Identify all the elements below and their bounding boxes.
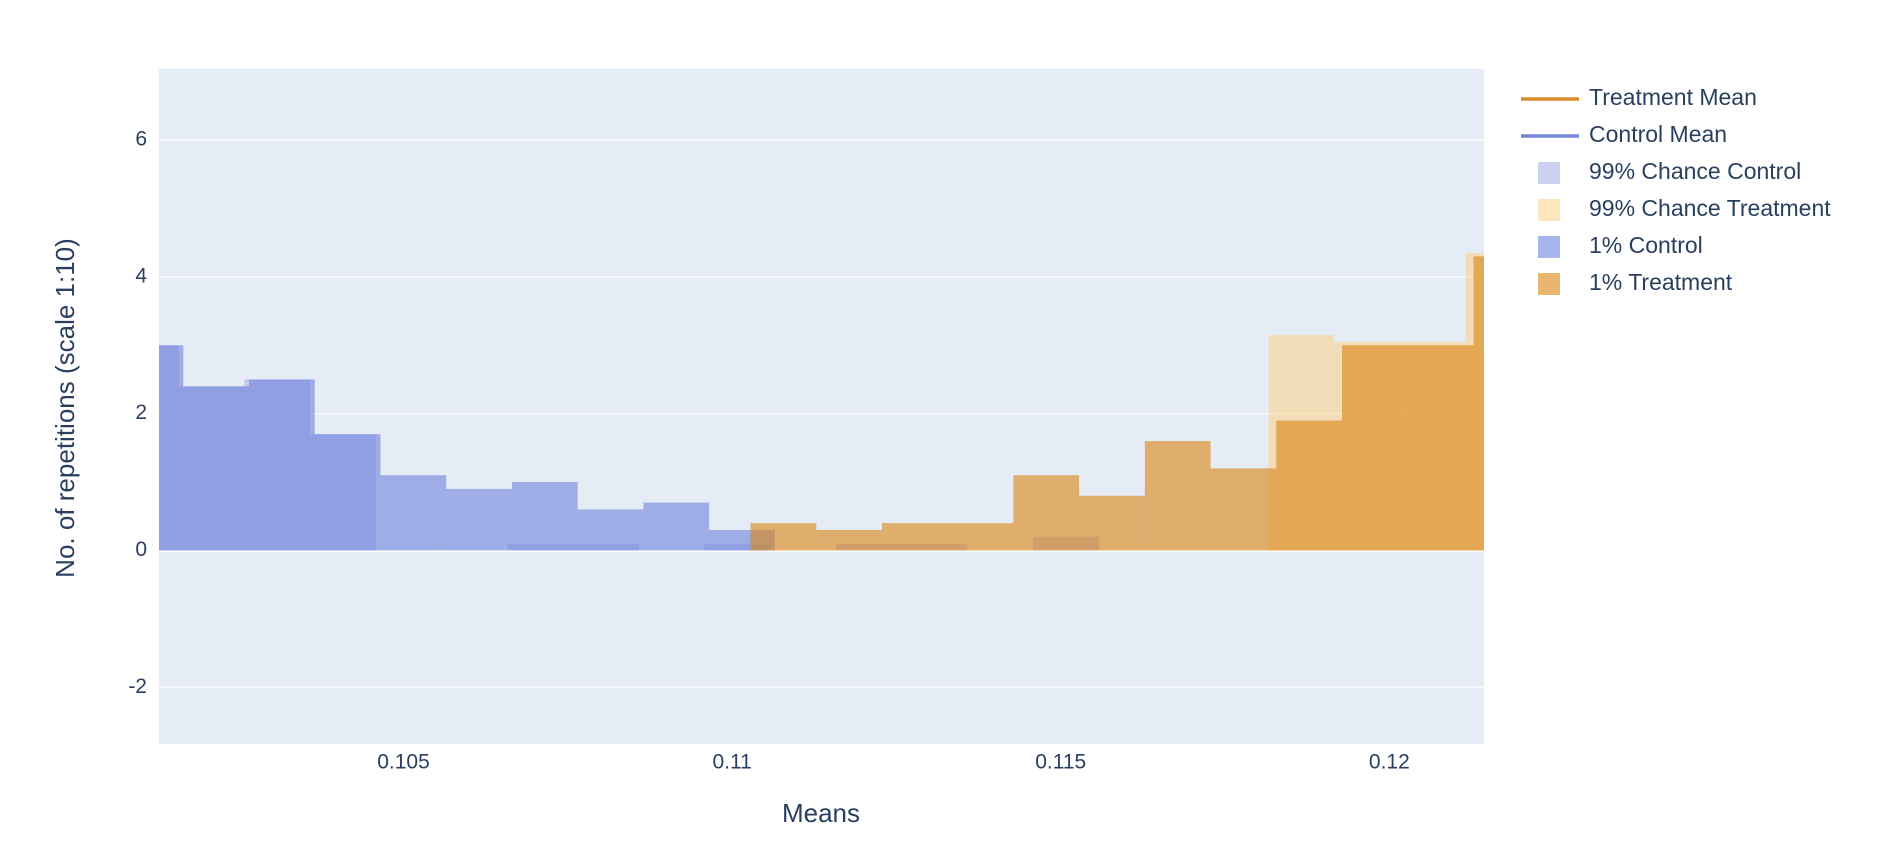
legend-label: Treatment Mean <box>1589 84 1757 110</box>
histogram-bar <box>1407 345 1474 551</box>
histogram-bar <box>1210 468 1277 551</box>
legend-swatch <box>1538 162 1560 184</box>
histogram-bar <box>947 523 1014 551</box>
histogram-bar <box>511 482 578 551</box>
y-axis-title: No. of repetitions (scale 1:10) <box>50 238 80 578</box>
y-tick-label: 2 <box>135 401 147 424</box>
histogram-bar <box>380 475 447 551</box>
y-tick-label: -2 <box>128 675 147 698</box>
y-tick-label: 0 <box>135 538 147 561</box>
histogram-bar <box>183 386 250 551</box>
plot-background <box>159 69 1484 744</box>
y-tick-label: 6 <box>135 128 147 151</box>
legend-label: 99% Chance Treatment <box>1589 195 1831 221</box>
x-tick-label: 0.105 <box>377 751 430 774</box>
bars <box>159 252 1484 551</box>
legend: Treatment Mean Control Mean 99% Chance Con… <box>1521 84 1831 295</box>
histogram-bar <box>750 523 817 551</box>
legend-swatch <box>1538 199 1560 221</box>
histogram-bar <box>249 379 315 551</box>
histogram-bar <box>577 509 644 551</box>
legend-label: 1% Control <box>1589 232 1703 258</box>
x-tick-label: 0.115 <box>1035 751 1086 774</box>
axes: -2 0 2 4 6 0.105 0.11 0.115 0.12 <box>128 128 1409 774</box>
x-axis-title: Means <box>782 798 860 828</box>
histogram-bar <box>1342 345 1408 551</box>
histogram-bar <box>643 502 710 551</box>
legend-swatch <box>1538 236 1560 258</box>
histogram-bar <box>816 529 882 551</box>
legend-swatch <box>1538 273 1560 295</box>
x-tick-label: 0.11 <box>712 751 751 774</box>
legend-label: 1% Treatment <box>1589 269 1733 295</box>
legend-label: Control Mean <box>1589 121 1727 147</box>
histogram-bar <box>159 345 184 551</box>
y-tick-label: 4 <box>135 264 147 287</box>
histogram-bar <box>1276 420 1343 551</box>
histogram-bar <box>446 488 512 551</box>
histogram-bar <box>1079 495 1145 551</box>
legend-label: 99% Chance Control <box>1589 158 1801 184</box>
histogram-bar <box>1473 256 1484 551</box>
histogram-bar <box>1144 441 1211 551</box>
x-tick-label: 0.12 <box>1369 751 1410 774</box>
histogram-bar <box>1013 475 1080 551</box>
histogram-bar <box>314 434 381 551</box>
histogram-bar <box>881 523 948 551</box>
